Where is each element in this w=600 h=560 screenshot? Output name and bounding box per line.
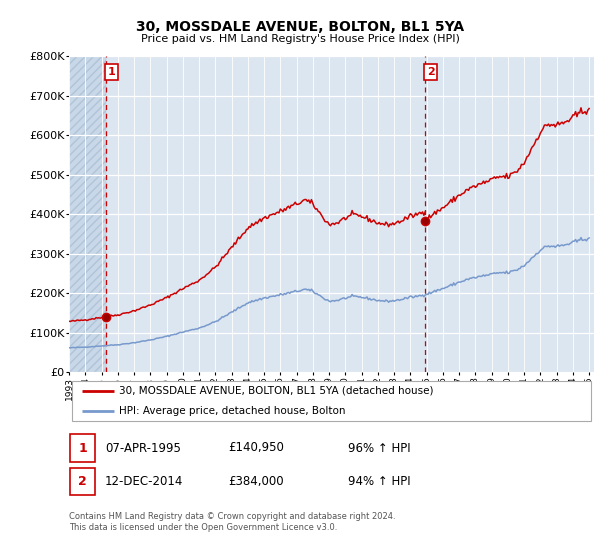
Text: £140,950: £140,950 <box>228 441 284 455</box>
Text: 1: 1 <box>78 441 87 455</box>
FancyBboxPatch shape <box>71 381 592 421</box>
Text: 30, MOSSDALE AVENUE, BOLTON, BL1 5YA: 30, MOSSDALE AVENUE, BOLTON, BL1 5YA <box>136 20 464 34</box>
Text: 2: 2 <box>427 67 434 77</box>
Text: 12-DEC-2014: 12-DEC-2014 <box>105 475 184 488</box>
Text: 07-APR-1995: 07-APR-1995 <box>105 441 181 455</box>
Text: 94% ↑ HPI: 94% ↑ HPI <box>348 475 410 488</box>
FancyBboxPatch shape <box>70 468 95 495</box>
Text: 30, MOSSDALE AVENUE, BOLTON, BL1 5YA (detached house): 30, MOSSDALE AVENUE, BOLTON, BL1 5YA (de… <box>119 386 433 396</box>
Text: 96% ↑ HPI: 96% ↑ HPI <box>348 441 410 455</box>
Text: Price paid vs. HM Land Registry's House Price Index (HPI): Price paid vs. HM Land Registry's House … <box>140 34 460 44</box>
Text: Contains HM Land Registry data © Crown copyright and database right 2024.
This d: Contains HM Land Registry data © Crown c… <box>69 512 395 532</box>
FancyBboxPatch shape <box>70 435 95 461</box>
Text: HPI: Average price, detached house, Bolton: HPI: Average price, detached house, Bolt… <box>119 406 346 416</box>
Text: 1: 1 <box>107 67 115 77</box>
Text: £384,000: £384,000 <box>228 475 284 488</box>
Polygon shape <box>69 56 106 372</box>
Text: 2: 2 <box>78 475 87 488</box>
